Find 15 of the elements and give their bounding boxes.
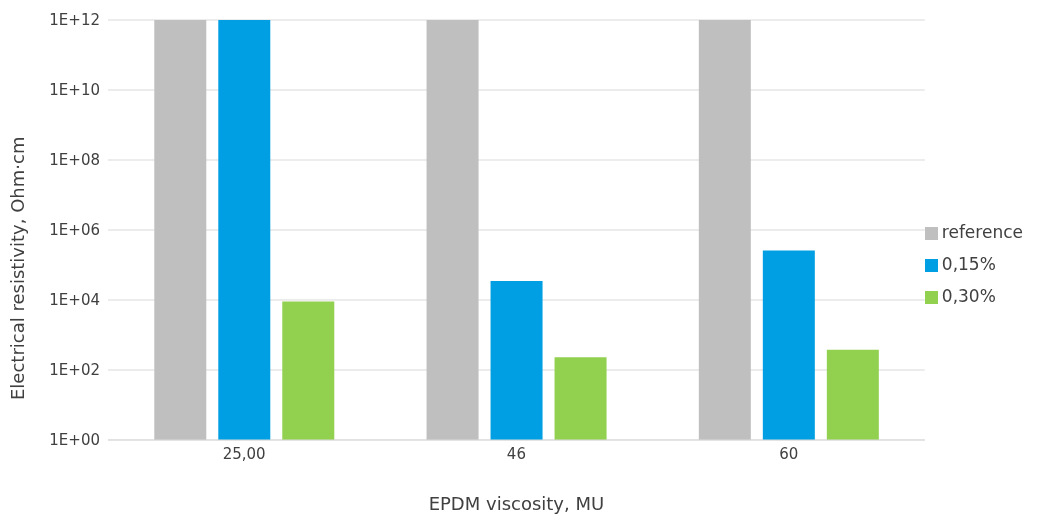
legend-label: reference: [941, 222, 1023, 242]
x-tick-label: 46: [506, 444, 526, 463]
y-tick-label: 1E+00: [49, 431, 100, 450]
legend-label: 0,30%: [941, 286, 996, 306]
y-tick-label: 1E+06: [49, 221, 100, 240]
y-tick-label: 1E+02: [49, 361, 100, 380]
x-axis-title: EPDM viscosity, MU: [428, 493, 605, 514]
y-tick-label: 1E+10: [49, 81, 100, 100]
y-tick-label: 1E+04: [49, 291, 100, 310]
x-tick-label: 60: [779, 444, 799, 463]
x-tick-label: 25,00: [222, 444, 266, 463]
legend-label: 0,15%: [941, 254, 996, 274]
y-tick-label: 1E+08: [49, 151, 100, 170]
y-tick-label: 1E+12: [49, 11, 100, 30]
y-axis-title: Electrical resistivity, Ohm·cm: [7, 136, 29, 400]
